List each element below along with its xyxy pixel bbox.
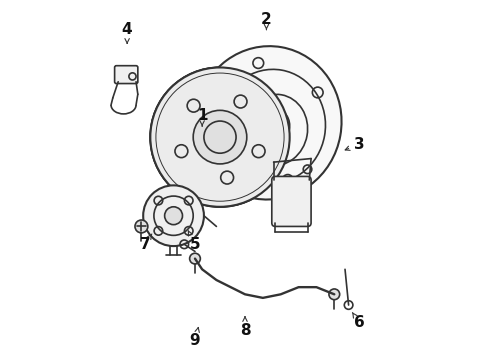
Text: 7: 7	[140, 234, 152, 252]
Circle shape	[193, 111, 247, 164]
Text: 8: 8	[240, 317, 250, 338]
Text: 3: 3	[345, 137, 365, 152]
Text: 5: 5	[188, 231, 200, 252]
Text: 1: 1	[197, 108, 207, 126]
Text: 4: 4	[122, 22, 132, 43]
Circle shape	[135, 220, 148, 233]
FancyBboxPatch shape	[272, 176, 311, 226]
Circle shape	[165, 207, 182, 225]
Circle shape	[329, 289, 340, 300]
FancyBboxPatch shape	[115, 66, 138, 84]
Circle shape	[190, 253, 200, 264]
Circle shape	[143, 185, 204, 246]
Circle shape	[150, 67, 290, 207]
Circle shape	[193, 111, 247, 164]
Text: 2: 2	[261, 12, 272, 30]
Circle shape	[150, 67, 290, 207]
Ellipse shape	[195, 46, 342, 199]
Text: 6: 6	[352, 312, 365, 330]
Text: 9: 9	[190, 327, 200, 348]
